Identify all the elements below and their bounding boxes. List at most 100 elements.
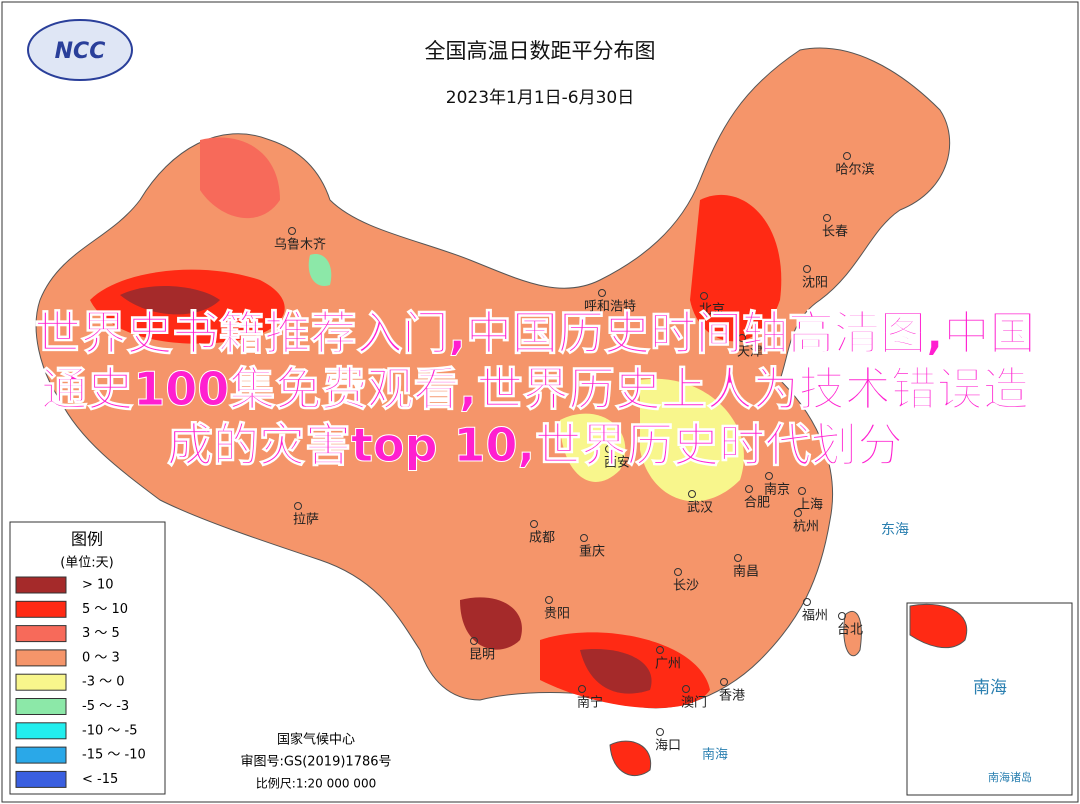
city-label: 长沙 <box>673 579 699 594</box>
legend-label: 5 ～ 10 <box>82 602 128 617</box>
legend-title: 图例 <box>71 530 103 549</box>
legend-swatch <box>15 770 67 788</box>
region <box>308 254 332 286</box>
hainan <box>609 740 652 777</box>
footer-approval: 审图号:GS(2019)1786号 <box>240 755 391 770</box>
city-label: 沈阳 <box>802 276 828 291</box>
city-marker <box>674 568 682 576</box>
city-label: 拉萨 <box>293 513 319 528</box>
region <box>200 137 280 219</box>
legend-swatch <box>15 600 67 618</box>
legend-label: -3 ～ 0 <box>82 675 125 690</box>
city-marker <box>734 554 742 562</box>
legend-label: -15 ～ -10 <box>82 748 146 763</box>
city-marker <box>605 445 613 453</box>
city-marker <box>794 509 802 517</box>
city-label: 南宁 <box>577 695 603 711</box>
region <box>560 413 626 482</box>
city-label: 呼和浩特 <box>584 300 636 315</box>
city-marker <box>682 685 690 693</box>
legend-label: -10 ～ -5 <box>82 723 137 738</box>
city-label: 澳门 <box>681 695 707 711</box>
sea-label: 南海 <box>702 747 728 763</box>
city-label: 重庆 <box>579 544 605 560</box>
legend-swatch <box>15 746 67 764</box>
city-label: 上海 <box>797 498 823 513</box>
logo-text: NCC <box>55 39 106 64</box>
city-label: 乌鲁木齐 <box>274 237 326 253</box>
region <box>580 649 652 694</box>
logo <box>27 19 133 81</box>
legend-unit: (单位:天) <box>60 556 114 571</box>
footer-scale: 比例尺:1:20 000 000 <box>256 777 376 791</box>
city-label: 长春 <box>822 225 848 240</box>
city-marker <box>700 292 708 300</box>
region <box>120 285 220 315</box>
city-label: 南昌 <box>733 564 759 580</box>
city-label: 北京 <box>699 303 725 318</box>
legend-label: -5 ～ -3 <box>82 699 129 714</box>
sea-label: 南海诸岛 <box>988 770 1032 784</box>
city-marker <box>738 334 746 342</box>
city-label: 贵阳 <box>544 607 570 622</box>
city-marker <box>803 598 811 606</box>
city-marker <box>803 265 811 273</box>
city-label: 西安 <box>604 456 630 471</box>
city-label: 南京 <box>764 482 790 498</box>
city-marker <box>823 214 831 222</box>
city-label: 台北 <box>837 623 863 638</box>
city-marker <box>656 646 664 654</box>
city-marker <box>580 534 588 542</box>
region <box>690 194 782 342</box>
sea-label: 东海 <box>881 522 909 538</box>
taiwan <box>843 610 862 657</box>
city-marker <box>598 289 606 297</box>
city-marker <box>294 502 302 510</box>
sea-label: 南海 <box>973 678 1007 698</box>
city-marker <box>720 678 728 686</box>
city-marker <box>765 472 773 480</box>
legend-swatch <box>15 649 67 667</box>
city-label: 天津 <box>737 345 763 360</box>
region <box>640 378 744 502</box>
city-marker <box>745 485 753 493</box>
city-label: 哈尔滨 <box>835 162 874 178</box>
subtitle: 2023年1月1日-6月30日 <box>446 88 634 108</box>
legend-label: < -15 <box>82 772 118 787</box>
city-marker <box>530 520 538 528</box>
legend-swatch <box>15 722 67 740</box>
region <box>460 597 522 650</box>
city-label: 广州 <box>655 657 681 672</box>
city-label: 香港 <box>719 689 745 704</box>
inset-region <box>909 603 968 649</box>
legend-swatch <box>15 625 67 643</box>
legend-swatch <box>15 698 67 715</box>
legend-label: 0 ～ 3 <box>82 650 120 665</box>
city-label: 福州 <box>802 609 828 624</box>
city-marker <box>578 685 586 693</box>
legend-label: > 10 <box>82 578 114 593</box>
city-label: 杭州 <box>793 520 819 535</box>
legend-swatch <box>15 673 67 691</box>
city-marker <box>288 227 296 235</box>
city-marker <box>656 728 664 736</box>
city-label: 成都 <box>529 531 555 546</box>
city-marker <box>798 487 806 495</box>
city-label: 昆明 <box>469 648 495 663</box>
city-marker <box>838 612 846 620</box>
city-label: 武汉 <box>687 501 713 516</box>
city-marker <box>470 637 478 645</box>
legend-label: 3 ～ 5 <box>82 626 120 641</box>
footer-agency: 国家气候中心 <box>277 732 355 748</box>
city-marker <box>843 152 851 160</box>
city-label: 海口 <box>655 739 681 754</box>
city-label: 合肥 <box>744 496 770 511</box>
city-marker <box>688 490 696 498</box>
legend-swatch <box>15 576 67 594</box>
city-marker <box>545 596 553 604</box>
overlay-text: 世界史书籍推荐入门,中国历史时间轴高清图,中国通史100集免费观看,世界历史上人… <box>34 306 1036 473</box>
title: 全国高温日数距平分布图 <box>425 39 656 63</box>
